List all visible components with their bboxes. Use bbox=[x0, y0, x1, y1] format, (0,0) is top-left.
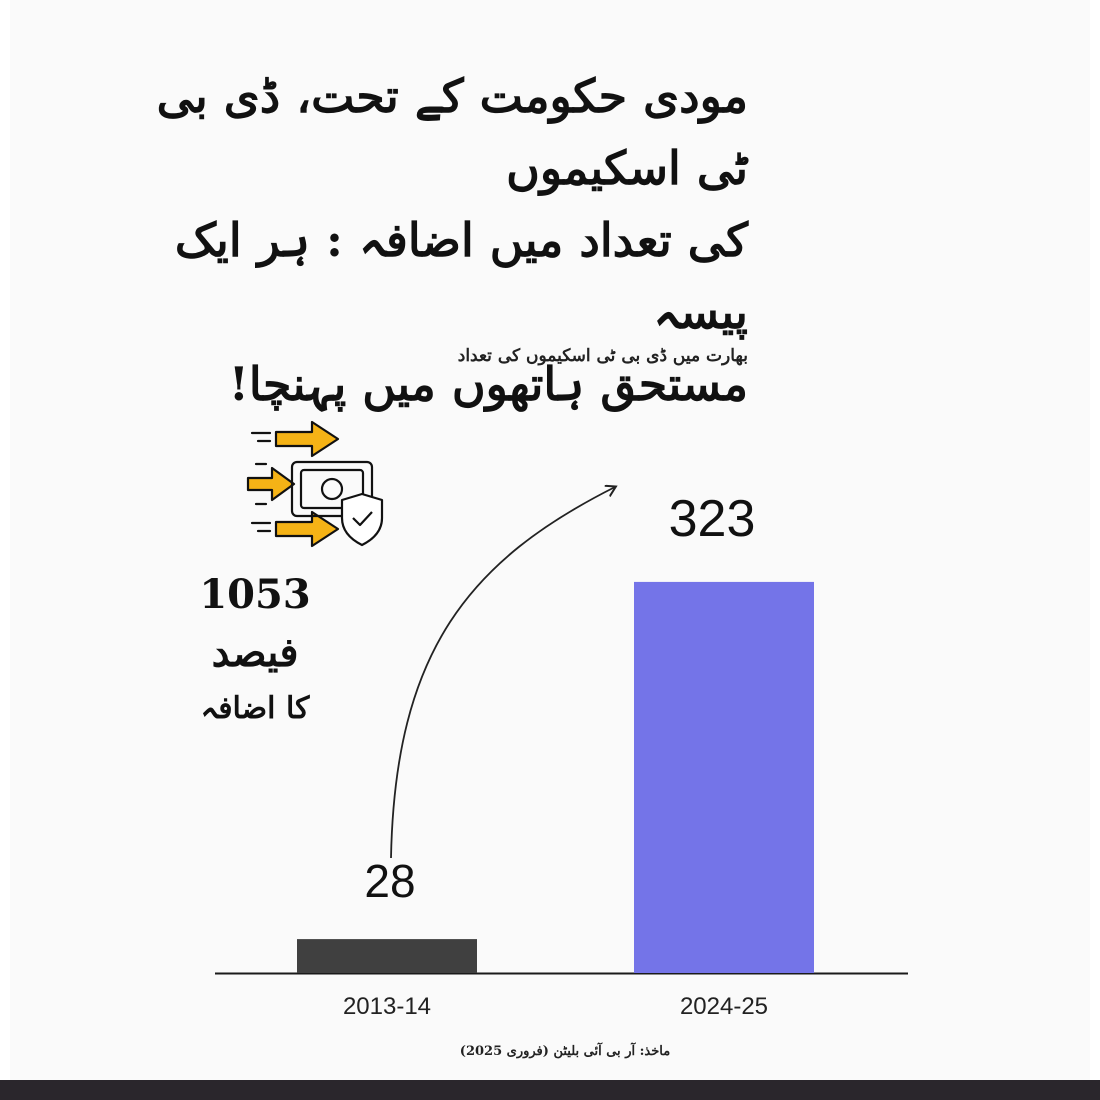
headline: مودی حکومت کے تحت، ڈی بی ٹی اسکیموں کی ت… bbox=[128, 60, 748, 420]
value-label-2013-14: 28 bbox=[364, 855, 415, 907]
growth-highlight: 1053 فیصد کا اضافہ bbox=[150, 566, 360, 736]
source-note: ماخذ: آر بی آئی بلیٹن (فروری 2025) bbox=[459, 1044, 671, 1059]
headline-line: کی تعداد میں اضافہ : ہر ایک پیسہ bbox=[174, 213, 748, 339]
money-transfer-icon bbox=[246, 420, 384, 548]
infographic-card bbox=[10, 0, 1090, 1080]
growth-percent: 1053 فیصد bbox=[199, 571, 311, 676]
category-label-2013-14: 2013-14 bbox=[343, 993, 431, 1020]
bar-2013-14 bbox=[297, 939, 477, 973]
headline-line: مودی حکومت کے تحت، ڈی بی ٹی اسکیموں bbox=[156, 69, 748, 195]
chart-subtitle: بھارت میں ڈی بی ٹی اسکیموں کی تعداد bbox=[457, 346, 748, 366]
category-label-2024-25: 2024-25 bbox=[680, 993, 768, 1020]
growth-label: کا اضافہ bbox=[200, 691, 310, 726]
growth-arrow bbox=[390, 487, 615, 859]
value-label-2024-25: 323 bbox=[669, 490, 756, 548]
headline-line: مستحق ہاتھوں میں پہنچا! bbox=[228, 357, 748, 411]
bar-2024-25 bbox=[634, 581, 814, 973]
bottom-bar bbox=[0, 1080, 1100, 1100]
